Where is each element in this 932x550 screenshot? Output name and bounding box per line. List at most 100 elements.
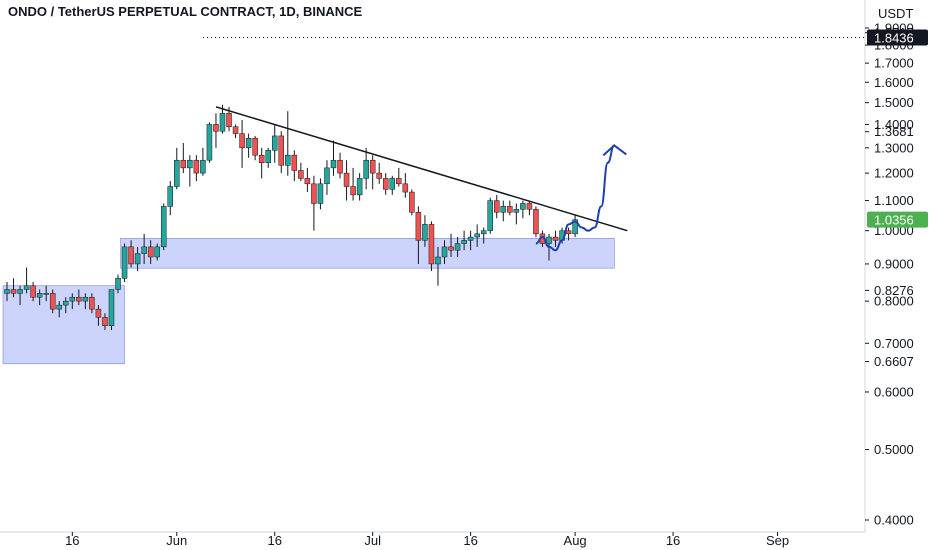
candle-body <box>285 154 291 166</box>
candle-body <box>298 170 304 179</box>
candle-body <box>402 183 409 193</box>
candle-body <box>193 159 200 174</box>
price-tick-label: 0.8276 <box>874 283 914 298</box>
candle-body <box>128 246 134 265</box>
time-tick-label: Jun <box>166 533 187 548</box>
time-tick-label: 16 <box>65 533 79 548</box>
candle-body <box>17 289 23 294</box>
candle-body <box>441 246 448 258</box>
candle-body <box>480 230 487 235</box>
candle-body <box>546 236 552 244</box>
candle-body <box>141 246 147 254</box>
candle-body <box>115 278 121 290</box>
candle-body <box>324 167 330 185</box>
zones-layer <box>2 238 615 365</box>
candle-body <box>213 124 219 132</box>
candle-body <box>89 296 95 310</box>
candle-body <box>43 293 49 295</box>
current-price-badge: 1.0356 <box>867 211 928 228</box>
candle-body <box>572 219 578 235</box>
candle-body <box>239 133 245 149</box>
candle-body <box>82 296 89 302</box>
candle-body <box>389 178 396 190</box>
candle-body <box>454 243 461 251</box>
candle-body <box>330 159 337 169</box>
candle-body <box>565 230 572 235</box>
price-tick-label: 1.4000 <box>874 117 914 132</box>
candle-body <box>167 186 173 207</box>
price-tick-label: 0.5000 <box>874 442 914 457</box>
candle-body <box>494 200 500 213</box>
candle-body <box>291 154 298 171</box>
candle-body <box>200 159 206 174</box>
candle-body <box>226 113 232 127</box>
descending-trendline <box>215 106 628 232</box>
price-axis-ticks: 1.90001.87171.80001.70001.60001.50001.40… <box>865 21 914 528</box>
candle-body <box>513 209 520 213</box>
candle-body <box>396 178 402 185</box>
time-tick-label: 16 <box>463 533 477 548</box>
candle-body <box>108 289 115 326</box>
price-tick-label: 1.2000 <box>874 166 914 181</box>
price-tick-label: 1.3000 <box>874 140 914 155</box>
candles-layer <box>4 104 578 331</box>
candle-body <box>232 126 239 134</box>
candle-body <box>187 159 193 169</box>
candle-body <box>258 154 265 163</box>
candle-body <box>180 159 187 169</box>
candle-body <box>174 159 180 187</box>
candle-body <box>533 209 539 235</box>
candle-body <box>69 296 76 302</box>
high-price-badge-label: 1.8436 <box>874 31 914 46</box>
time-tick-label: Jul <box>364 533 381 548</box>
projection-path <box>535 144 615 252</box>
candle-body <box>337 159 343 174</box>
price-tick-label: 1.1000 <box>874 193 914 208</box>
candle-body <box>278 135 285 166</box>
candle-body <box>552 236 559 241</box>
candle-body <box>428 224 435 265</box>
time-tick-label: Sep <box>766 533 789 548</box>
candle-body <box>23 285 30 290</box>
projection-arrowhead <box>602 144 627 157</box>
candle-body <box>363 159 369 179</box>
candle-body <box>134 253 141 265</box>
candle-body <box>10 289 17 294</box>
candle-body <box>317 183 324 204</box>
currency-label: USDT <box>878 6 913 21</box>
candle-body <box>500 206 507 213</box>
candle-body <box>356 178 363 196</box>
candle-body <box>36 293 43 298</box>
candle-body <box>121 246 128 279</box>
price-tick-label: 0.6607 <box>874 354 914 369</box>
current-price-badge-label: 1.0356 <box>874 213 914 228</box>
candle-body <box>76 296 82 302</box>
time-axis-ticks: 16 Jun 16 Jul 16 Aug 16 Sep <box>65 532 789 548</box>
price-tick-label: 0.8000 <box>874 294 914 309</box>
candle-body <box>487 200 493 231</box>
price-tick-label: 0.9000 <box>874 256 914 271</box>
price-tick-label: 1.6000 <box>874 75 914 90</box>
candle-body <box>30 285 36 298</box>
candle-body <box>56 304 62 310</box>
candle-body <box>520 203 526 210</box>
candle-body <box>415 212 422 241</box>
price-tick-label: 1.3681 <box>874 124 914 139</box>
candle-body <box>474 233 480 238</box>
candle-body <box>265 150 271 163</box>
candle-body <box>382 178 389 190</box>
candle-body <box>4 289 10 294</box>
candle-body <box>461 240 467 244</box>
price-tick-label: 0.4000 <box>874 513 914 528</box>
candle-body <box>311 183 317 204</box>
candle-body <box>304 178 311 185</box>
candle-body <box>102 317 108 326</box>
time-tick-label: 16 <box>267 533 281 548</box>
candle-body <box>343 172 350 187</box>
candle-body <box>350 186 356 196</box>
candle-body <box>376 172 382 179</box>
candle-body <box>409 191 415 213</box>
high-price-badge: 1.8436 <box>867 29 928 46</box>
candle-body <box>252 138 258 156</box>
